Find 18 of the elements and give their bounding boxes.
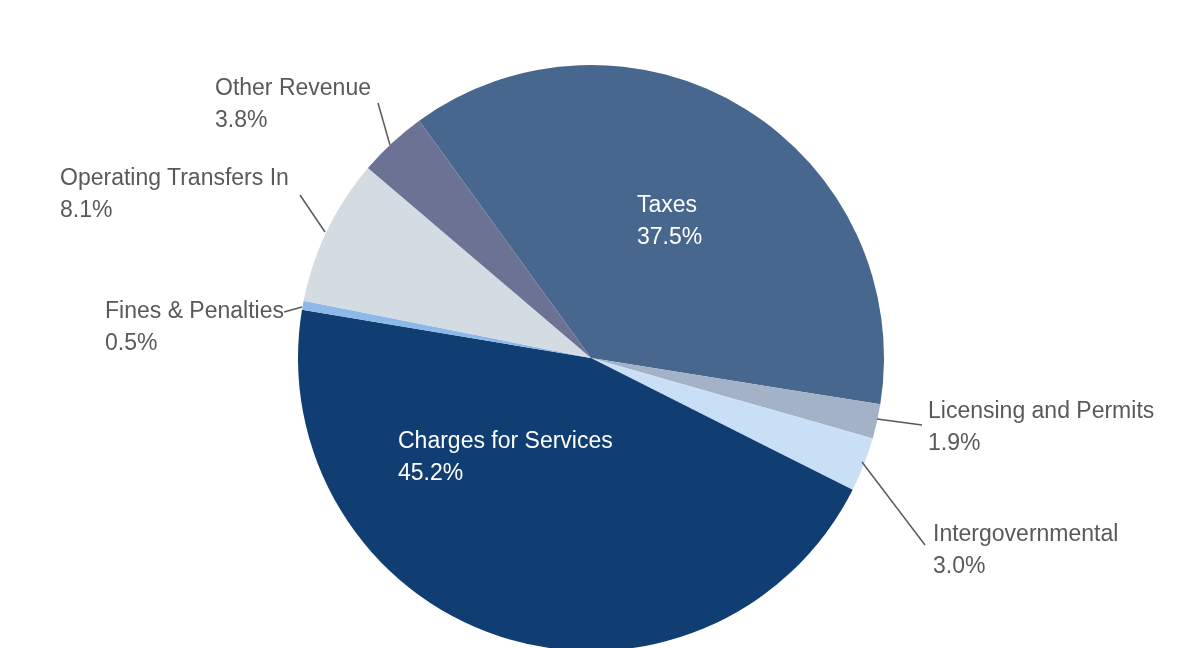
slice-label: Operating Transfers In [60,164,289,190]
data-label: 45.2% [398,459,464,485]
data-label: 37.5% [637,223,703,249]
slice-label: Taxes [637,191,698,217]
data-label: 3.8% [215,106,268,132]
slice-label: Fines & Penalties [105,297,284,323]
pie-slice [419,65,884,405]
pie-slice [367,120,591,358]
slice-label: Charges for Services [398,427,613,453]
data-label: 1.9% [928,429,981,455]
data-label: 0.5% [105,329,158,355]
slice-label: Licensing and Permits [928,397,1155,423]
slice-label: Other Revenue [215,74,371,100]
pie-slice [303,168,591,358]
data-label: 8.1% [60,196,113,222]
slice-label: Intergovernmental [933,520,1119,546]
data-label: 3.0% [933,552,986,578]
pie-slice [298,309,853,648]
